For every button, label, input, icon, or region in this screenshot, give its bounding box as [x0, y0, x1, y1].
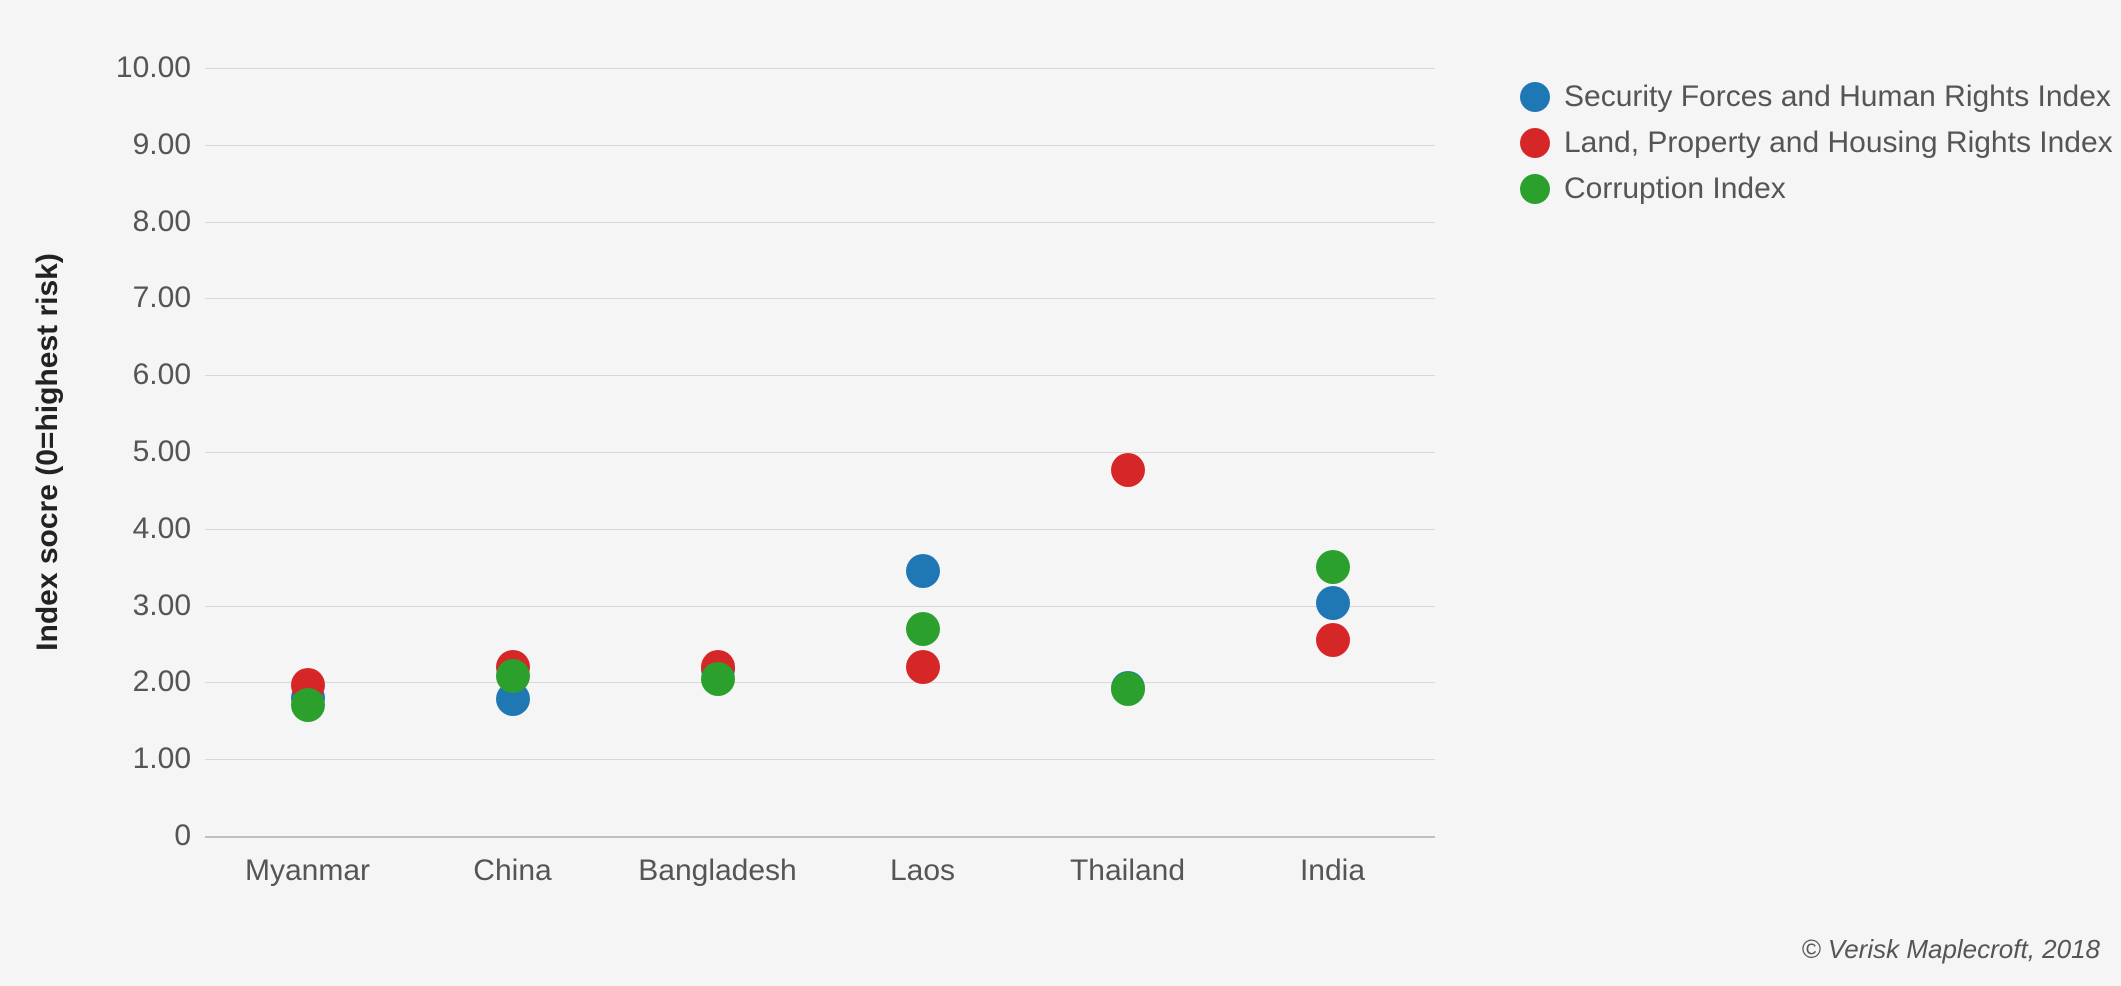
legend-item: Security Forces and Human Rights Index — [1520, 80, 2113, 114]
gridline — [205, 375, 1435, 376]
x-tick-label: Myanmar — [245, 836, 370, 888]
x-tick-label: India — [1300, 836, 1365, 888]
y-tick-label: 10.00 — [116, 51, 205, 85]
gridline — [205, 222, 1435, 223]
y-tick-label: 4.00 — [133, 512, 205, 546]
y-tick-label: 5.00 — [133, 435, 205, 469]
gridline — [205, 836, 1435, 838]
gridline — [205, 759, 1435, 760]
y-tick-label: 1.00 — [133, 742, 205, 776]
data-point — [1316, 623, 1350, 657]
data-point — [1111, 453, 1145, 487]
gridline — [205, 452, 1435, 453]
legend-item: Corruption Index — [1520, 172, 2113, 206]
y-tick-label: 9.00 — [133, 128, 205, 162]
y-tick-label: 7.00 — [133, 281, 205, 315]
y-axis-title: Index socre (0=highest risk) — [31, 253, 65, 651]
y-tick-label: 3.00 — [133, 589, 205, 623]
legend-label: Corruption Index — [1564, 172, 1786, 206]
y-tick-label: 6.00 — [133, 358, 205, 392]
legend-label: Security Forces and Human Rights Index — [1564, 80, 2111, 114]
y-tick-label: 0 — [174, 819, 205, 853]
risk-index-scatter-chart: 0 1.00 2.00 3.00 4.00 5.00 6.00 7.00 8.00 9.00 10.… — [0, 0, 2121, 986]
legend-swatch — [1520, 82, 1550, 112]
y-tick-label: 8.00 — [133, 205, 205, 239]
gridline — [205, 682, 1435, 683]
gridline — [205, 68, 1435, 69]
y-tick-label: 2.00 — [133, 665, 205, 699]
data-point — [1111, 672, 1145, 706]
legend-swatch — [1520, 174, 1550, 204]
gridline — [205, 529, 1435, 530]
legend: Security Forces and Human Rights Index La… — [1520, 80, 2113, 218]
data-point — [906, 612, 940, 646]
legend-item: Land, Property and Housing Rights Index — [1520, 126, 2113, 160]
x-tick-label: Thailand — [1070, 836, 1185, 888]
data-point — [291, 688, 325, 722]
data-point — [906, 554, 940, 588]
gridline — [205, 145, 1435, 146]
x-tick-label: Bangladesh — [638, 836, 796, 888]
x-tick-label: China — [473, 836, 551, 888]
copyright-text: © Verisk Maplecroft, 2018 — [1801, 934, 2100, 965]
data-point — [906, 650, 940, 684]
legend-swatch — [1520, 128, 1550, 158]
gridline — [205, 298, 1435, 299]
plot-area: 01.002.003.004.005.006.007.008.009.0010.… — [205, 68, 1435, 836]
legend-label: Land, Property and Housing Rights Index — [1564, 126, 2113, 160]
data-point — [496, 659, 530, 693]
data-point — [1316, 550, 1350, 584]
gridline — [205, 606, 1435, 607]
x-tick-label: Laos — [890, 836, 955, 888]
data-point — [701, 662, 735, 696]
data-point — [1316, 586, 1350, 620]
